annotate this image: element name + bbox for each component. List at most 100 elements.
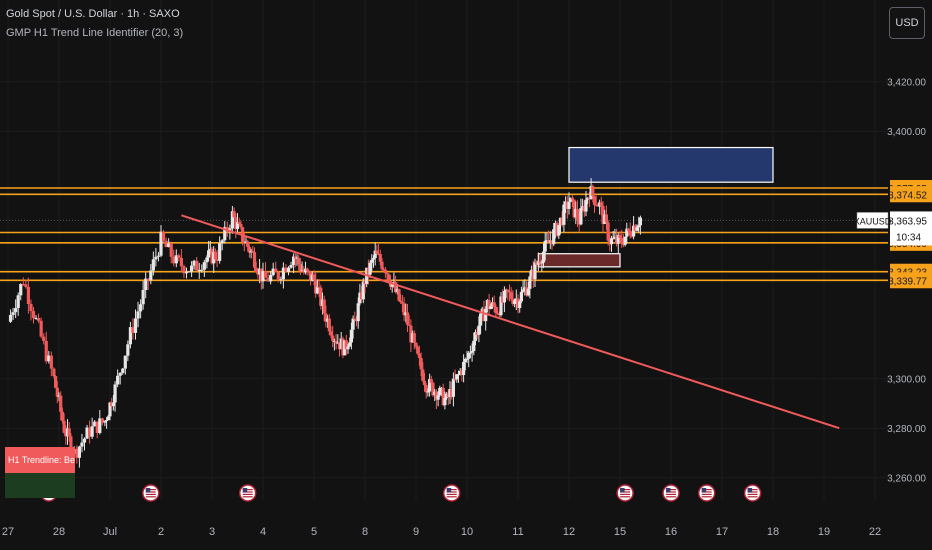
candle-body bbox=[472, 340, 476, 352]
candle-body bbox=[266, 277, 270, 282]
candle-body bbox=[329, 331, 333, 336]
candle-body bbox=[482, 308, 486, 322]
us-flag-icon[interactable] bbox=[743, 484, 762, 502]
symbol-tag-bg bbox=[856, 212, 889, 229]
us-flag-icon[interactable] bbox=[662, 484, 680, 502]
candle-body bbox=[562, 204, 566, 225]
candle-body bbox=[59, 395, 63, 412]
candle-body bbox=[65, 428, 70, 437]
candle-body bbox=[514, 298, 518, 301]
x-tick-label: 19 bbox=[818, 526, 830, 538]
flag-circle bbox=[616, 484, 634, 502]
x-tick-label: 27 bbox=[2, 526, 14, 538]
candle-body bbox=[200, 269, 204, 271]
demand-zone bbox=[537, 253, 621, 268]
candle-body bbox=[545, 240, 549, 242]
candle-body bbox=[460, 370, 464, 376]
candle-body bbox=[637, 225, 641, 228]
candle-body bbox=[477, 325, 481, 335]
candle-body bbox=[363, 281, 367, 285]
candle-body bbox=[128, 327, 132, 345]
candle-body bbox=[14, 308, 18, 313]
candle-body bbox=[436, 395, 440, 400]
candle-body bbox=[235, 222, 240, 229]
y-tick-label: 3,300.00 bbox=[887, 375, 926, 386]
candle-body bbox=[455, 374, 459, 380]
candle-body bbox=[252, 252, 257, 268]
bearish-trendline bbox=[181, 214, 840, 430]
candle-body bbox=[417, 353, 421, 358]
candle-body bbox=[358, 292, 362, 304]
flag-canton bbox=[242, 488, 248, 493]
indicator-title[interactable]: GMP H1 Trend Line Identifier (20, 3) bbox=[6, 27, 184, 39]
candle-body bbox=[489, 306, 493, 309]
currency-button[interactable]: USD bbox=[889, 7, 925, 39]
candle-body bbox=[582, 206, 586, 212]
candle-body bbox=[274, 268, 278, 273]
symbol-tag: XAUUSD bbox=[854, 216, 892, 226]
candle-body bbox=[499, 296, 503, 316]
candle-body bbox=[518, 301, 522, 309]
candle-body bbox=[293, 256, 297, 259]
candle-body bbox=[601, 205, 605, 224]
event-markers bbox=[40, 484, 762, 502]
candle-body bbox=[309, 271, 313, 281]
last-price-tag bbox=[890, 211, 932, 246]
candle-body bbox=[623, 236, 627, 245]
candle-body bbox=[516, 298, 520, 309]
us-flag-icon[interactable] bbox=[142, 484, 160, 502]
time-axis-bg bbox=[0, 518, 888, 550]
flag-circle bbox=[142, 484, 160, 502]
us-flag-icon[interactable] bbox=[616, 484, 634, 502]
candle-body bbox=[463, 358, 467, 362]
candle-body bbox=[182, 266, 186, 274]
us-flag-icon[interactable] bbox=[442, 484, 461, 502]
us-flag-icon[interactable] bbox=[238, 484, 257, 502]
candle-body bbox=[289, 264, 293, 268]
candle-body bbox=[521, 289, 525, 292]
candle-body bbox=[441, 387, 445, 406]
candle-body bbox=[292, 256, 296, 265]
candle-body bbox=[407, 324, 411, 326]
candle-body bbox=[599, 202, 603, 206]
candle-body bbox=[223, 227, 227, 241]
candle-body bbox=[141, 289, 145, 305]
candle-body bbox=[303, 268, 308, 273]
candle-body bbox=[475, 332, 479, 335]
candle-body bbox=[106, 416, 110, 421]
flag-stripe bbox=[242, 496, 253, 498]
flag-stripe bbox=[747, 496, 758, 498]
flag-canton bbox=[701, 488, 707, 493]
candle-body bbox=[263, 271, 268, 278]
candle-body bbox=[586, 197, 590, 200]
candle-body bbox=[207, 250, 211, 258]
candle-body bbox=[100, 418, 104, 423]
x-tick-label: 4 bbox=[260, 526, 266, 538]
candle-body bbox=[557, 225, 561, 236]
candle-body bbox=[310, 274, 314, 281]
flag-stripe bbox=[145, 496, 156, 498]
candle-body bbox=[237, 222, 241, 224]
candle-body bbox=[431, 382, 435, 396]
candle-body bbox=[509, 292, 513, 299]
us-flag-icon[interactable] bbox=[697, 484, 716, 502]
candle-body bbox=[320, 299, 325, 306]
candle-body bbox=[298, 264, 302, 271]
x-tick-label: 22 bbox=[869, 526, 881, 538]
flag-canton bbox=[446, 488, 452, 493]
flag-stripe bbox=[666, 489, 676, 491]
candle-body bbox=[52, 368, 56, 377]
candle-body bbox=[269, 274, 273, 282]
price-axis: 3,420.00 3,400.00 3,300.00 3,280.00 3,260.00… bbox=[854, 0, 932, 550]
candle-body bbox=[29, 304, 33, 312]
candle-body bbox=[67, 428, 71, 437]
candle-body bbox=[215, 259, 219, 261]
candle-body bbox=[343, 340, 347, 356]
candle-body bbox=[111, 402, 115, 407]
candle-body bbox=[21, 283, 25, 285]
candle-body bbox=[621, 242, 625, 245]
candle-body bbox=[85, 427, 89, 439]
candle-body bbox=[322, 299, 326, 314]
supply-zone bbox=[568, 146, 774, 183]
